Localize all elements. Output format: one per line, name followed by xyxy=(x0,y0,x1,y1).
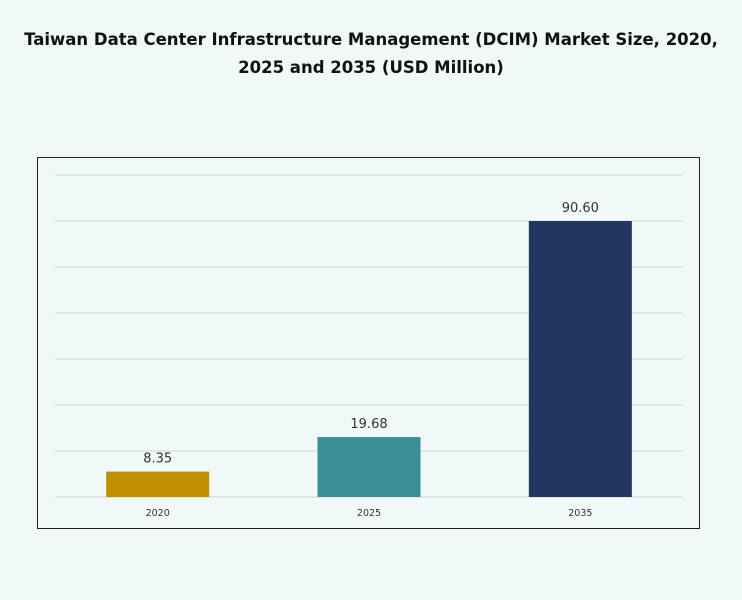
bar-2035 xyxy=(528,221,632,497)
data-label-2025: 19.68 xyxy=(350,417,387,432)
data-label-2020: 8.35 xyxy=(143,452,172,467)
data-label-2035: 90.60 xyxy=(562,201,599,216)
chart-title: Taiwan Data Center Infrastructure Manage… xyxy=(24,30,718,77)
x-tick-label-2025: 2025 xyxy=(357,508,381,519)
x-tick-label-2035: 2035 xyxy=(568,508,592,519)
x-tick-label-2020: 2020 xyxy=(146,508,170,519)
bar-2020 xyxy=(106,471,210,497)
bar-2025 xyxy=(317,437,421,497)
